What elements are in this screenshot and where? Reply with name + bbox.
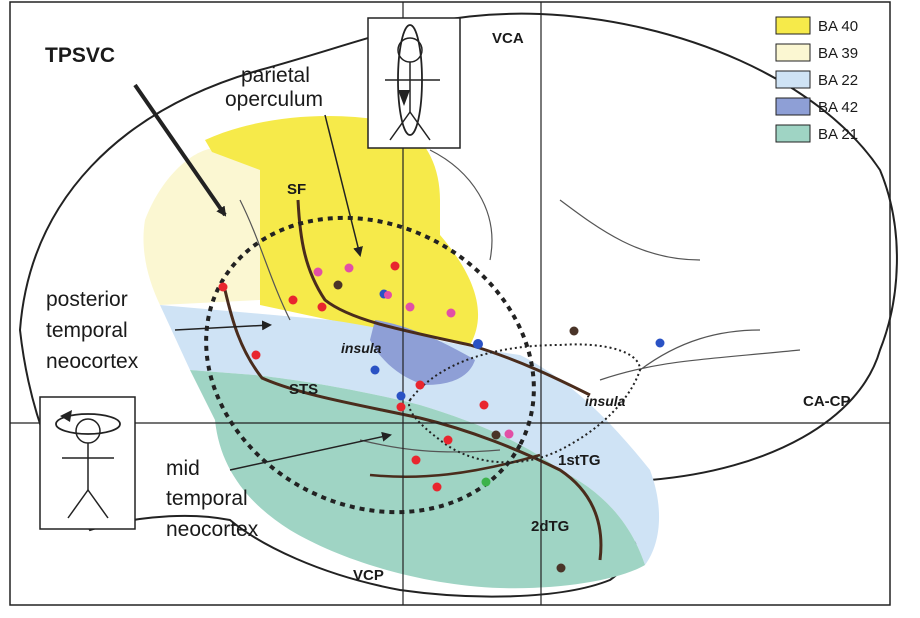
sulcus-lower <box>369 453 541 479</box>
electrode-dot <box>432 482 442 492</box>
electrode-dot <box>569 326 579 336</box>
electrode-dot <box>411 455 421 465</box>
electrode-dot <box>333 280 343 290</box>
electrode-dot <box>384 291 392 299</box>
parietal-arrow <box>324 114 363 257</box>
legend-swatch-ba40 <box>775 16 811 35</box>
vca-label: VCA <box>492 30 524 47</box>
electrode-dot <box>504 429 514 439</box>
electrode-dot <box>317 302 327 312</box>
legend: BA 40 BA 39 BA 22 BA 42 BA 21 <box>775 16 858 143</box>
top-orientation-icon <box>367 17 461 149</box>
vcp-label: VCP <box>353 567 384 584</box>
electrode-dot <box>251 350 261 360</box>
mid-label-3: neocortex <box>166 518 259 541</box>
mid-label-1: mid <box>166 457 200 480</box>
electrode-dot <box>396 391 406 401</box>
electrode-dot <box>655 338 665 348</box>
figure-title: TPSVC <box>45 44 115 67</box>
electrode-dot <box>396 402 406 412</box>
electrode-dot <box>481 477 491 487</box>
electrode-dot <box>288 295 298 305</box>
tpsvc-arrow <box>133 83 227 217</box>
first-tg-label: 1stTG <box>558 452 601 469</box>
electrode-dot <box>218 282 228 292</box>
parietal-label-2: operculum <box>225 88 323 111</box>
brain-outline <box>18 12 898 598</box>
sts-label: STS <box>289 381 318 398</box>
electrode-dot <box>415 380 425 390</box>
posterior-arrow <box>174 320 272 331</box>
legend-label-ba40: BA 40 <box>818 18 858 35</box>
posterior-label-1: posterior <box>46 288 128 311</box>
electrode-dot <box>491 430 501 440</box>
insula-label-2: insula <box>585 393 626 409</box>
legend-swatch-ba42 <box>775 97 811 116</box>
posterior-label-3: neocortex <box>46 350 139 373</box>
region-ba21 <box>190 370 645 589</box>
legend-swatch-ba22 <box>775 70 811 89</box>
superior-temporal-sulcus <box>223 289 603 561</box>
electrode-dot <box>446 308 456 318</box>
mid-arrow <box>229 431 392 471</box>
sulcus-gyri-thin <box>239 149 801 453</box>
left-orientation-icon <box>39 396 136 530</box>
sf-label: SF <box>287 181 306 198</box>
legend-label-ba22: BA 22 <box>818 72 858 89</box>
legend-swatch-ba21 <box>775 124 811 143</box>
sylvian-fissure <box>296 199 591 397</box>
legend-label-ba39: BA 39 <box>818 45 858 62</box>
electrode-dot <box>370 365 380 375</box>
electrode-dot <box>443 435 453 445</box>
legend-label-ba42: BA 42 <box>818 99 858 116</box>
electrode-points <box>218 261 665 573</box>
legend-label-ba21: BA 21 <box>818 126 858 143</box>
parietal-label-1: parietal <box>241 64 310 87</box>
insula-label-1: insula <box>341 340 382 356</box>
electrode-dot <box>479 400 489 410</box>
region-ba39 <box>143 148 265 305</box>
electrode-dot <box>344 263 354 273</box>
region-ba40 <box>205 116 479 345</box>
legend-swatch-ba39 <box>775 43 811 62</box>
electrode-dot <box>405 302 415 312</box>
ca-cp-label: CA-CP <box>803 393 851 410</box>
electrode-dot <box>473 339 483 349</box>
figure-frame <box>9 1 891 606</box>
mid-label-2: temporal <box>166 487 248 510</box>
electrode-dot <box>556 563 566 573</box>
second-tg-label: 2dTG <box>531 518 569 535</box>
electrode-dot <box>390 261 400 271</box>
posterior-label-2: temporal <box>46 319 128 342</box>
electrode-dot <box>313 267 323 277</box>
tpsvc-ellipse <box>204 215 536 515</box>
